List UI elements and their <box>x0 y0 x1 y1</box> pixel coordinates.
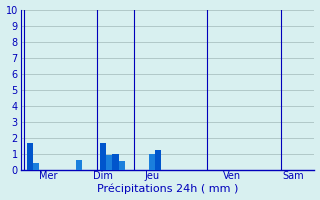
Bar <box>27 143 33 170</box>
Bar <box>100 143 106 170</box>
X-axis label: Précipitations 24h ( mm ): Précipitations 24h ( mm ) <box>97 184 238 194</box>
Bar <box>149 154 155 170</box>
Bar <box>112 154 118 170</box>
Bar <box>118 161 125 170</box>
Bar <box>76 160 82 170</box>
Bar <box>33 163 39 170</box>
Bar <box>155 150 161 170</box>
Bar <box>106 155 112 170</box>
